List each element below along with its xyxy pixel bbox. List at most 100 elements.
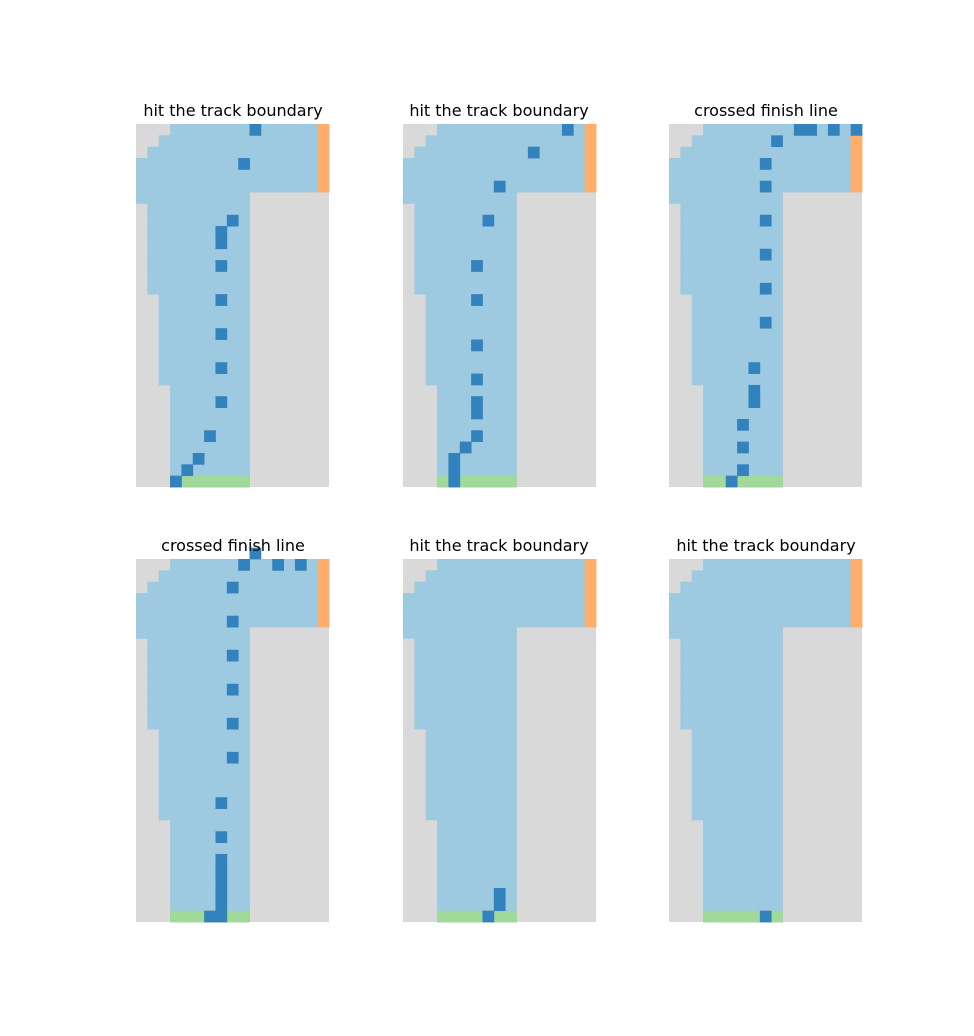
path-point	[448, 475, 461, 488]
path-point	[215, 797, 228, 809]
track-cell-row	[170, 396, 250, 408]
path-point	[294, 559, 307, 571]
path-point	[170, 475, 182, 488]
track-cell-row	[425, 785, 517, 798]
track-cell-row	[680, 581, 863, 594]
panel-title: crossed finish line	[694, 101, 838, 120]
track-cell-row	[403, 169, 597, 182]
track-cell-row	[437, 559, 597, 571]
track-cell-row	[691, 785, 783, 798]
finish-line	[317, 559, 330, 628]
path-point	[215, 362, 228, 374]
track-cell-row	[425, 774, 517, 787]
path-point	[759, 910, 772, 923]
track-cell-row	[147, 146, 330, 159]
path-point	[827, 124, 840, 136]
track-cell-row	[680, 260, 783, 272]
track-cell-row	[170, 384, 250, 397]
path-point	[471, 294, 483, 306]
path-point	[737, 418, 749, 431]
path-point	[737, 441, 749, 454]
track-cell-row	[170, 899, 250, 912]
track-cell-row	[703, 452, 783, 465]
track-cell-row	[147, 661, 250, 673]
track-cell-row	[691, 294, 783, 306]
track-cell-row	[691, 328, 783, 340]
track-cell-row	[170, 441, 250, 454]
path-point	[226, 751, 239, 764]
track-cell-row	[147, 271, 250, 284]
track-cell-row	[437, 899, 517, 912]
track-cell-row	[147, 683, 250, 696]
track-cell-row	[425, 729, 517, 741]
track-cell-row	[437, 124, 597, 136]
path-point	[759, 282, 772, 295]
track-cell-row	[158, 316, 250, 329]
track-cell-row	[403, 192, 517, 204]
track-cell-row	[158, 328, 250, 340]
path-point	[215, 831, 228, 843]
track-cell-row	[136, 180, 330, 193]
track-cell-row	[703, 831, 783, 843]
track-cell-row	[691, 373, 783, 386]
start-line	[437, 475, 517, 488]
track-cell-row	[437, 384, 517, 397]
path-point	[249, 547, 262, 560]
track-cell-row	[147, 248, 250, 261]
finish-line	[850, 124, 863, 193]
track-cell-row	[147, 717, 250, 730]
track-cell-row	[158, 305, 250, 318]
start-line	[703, 475, 783, 488]
track-cell-row	[147, 203, 250, 216]
track-cell-row	[437, 464, 517, 477]
path-point	[204, 910, 216, 923]
track-cell-row	[158, 135, 330, 148]
track-cell-row	[691, 305, 783, 318]
path-point	[471, 373, 483, 386]
path-point	[215, 328, 228, 340]
track-cell-row	[170, 819, 250, 832]
track-cell-row	[669, 593, 863, 605]
track-cell-row	[136, 192, 250, 204]
track-cell-row	[158, 294, 250, 306]
track-cell-row	[703, 559, 863, 571]
track-cell-row	[680, 226, 783, 238]
path-point	[215, 876, 228, 889]
track-cell-row	[425, 751, 517, 764]
track-cell-row	[414, 672, 517, 685]
track-cell-row	[425, 763, 517, 775]
finish-line	[317, 124, 330, 193]
track-cell-row	[158, 774, 250, 787]
path-point	[215, 260, 228, 272]
path-point	[759, 158, 772, 170]
track-cell-row	[147, 672, 250, 685]
track-cell-row	[437, 876, 517, 889]
path-point	[215, 396, 228, 408]
track-cell-row	[691, 316, 783, 329]
track-cell-row	[158, 729, 250, 741]
path-point	[748, 396, 761, 408]
path-point	[215, 910, 228, 923]
track-cell-row	[414, 203, 517, 216]
track-cell-row	[403, 627, 517, 639]
track-cell-row	[170, 887, 250, 900]
track-cell-row	[414, 248, 517, 261]
path-point	[561, 124, 574, 136]
track-cell-row	[414, 649, 517, 662]
path-point	[737, 464, 749, 477]
track-cell-row	[147, 695, 250, 707]
track-cell-row	[414, 695, 517, 707]
track-cell-row	[158, 740, 250, 753]
track-cell-row	[703, 842, 783, 855]
path-point	[226, 717, 239, 730]
panel-title: hit the track boundary	[676, 536, 855, 555]
track-cell-row	[680, 672, 783, 685]
track-cell-row	[680, 271, 783, 284]
track-cell-row	[136, 158, 330, 170]
track-cell-row	[680, 203, 783, 216]
track-panel-1: hit the track boundary	[136, 101, 330, 488]
track-cell-row	[158, 339, 250, 352]
finish-line	[584, 559, 597, 628]
track-cell-row	[158, 808, 250, 821]
track-cell-row	[691, 339, 783, 352]
